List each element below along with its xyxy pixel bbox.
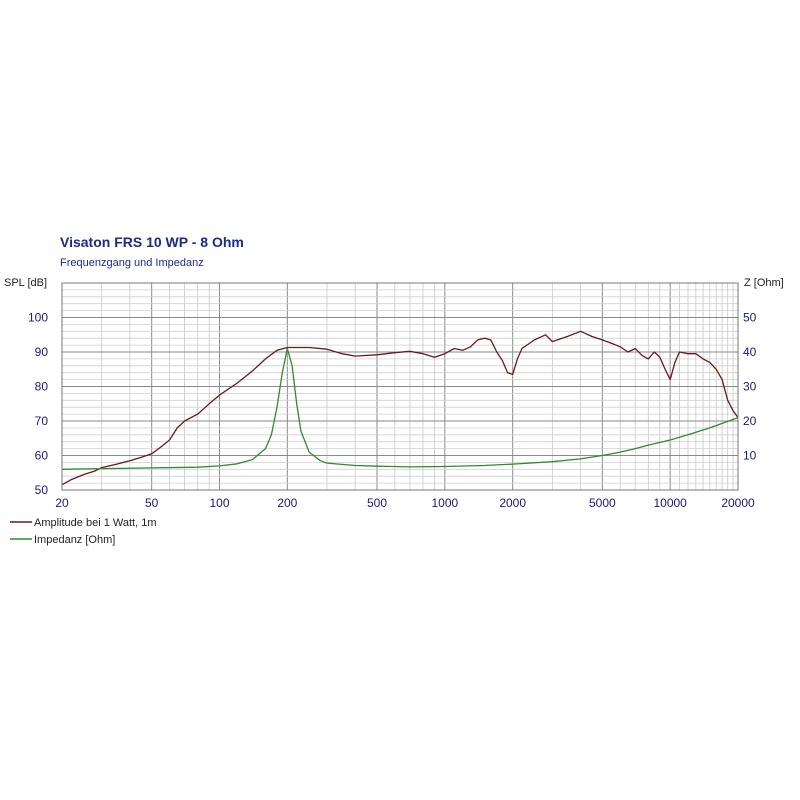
left-y-tick-label: 70 [35,414,49,428]
x-tick-label: 50 [145,496,159,510]
x-tick-label: 200 [277,496,297,510]
left-y-tick-label: 50 [35,483,49,497]
left-y-tick-label: 60 [35,449,49,463]
x-tick-label: 100 [209,496,229,510]
left-y-tick-label: 100 [28,311,48,325]
chart-title: Visaton FRS 10 WP - 8 Ohm [60,234,244,250]
right-axis-label: Z [Ohm] [744,277,784,289]
x-tick-label: 20 [55,496,69,510]
x-tick-label: 1000 [431,496,458,510]
left-y-tick-label: 90 [35,345,49,359]
x-tick-label: 2000 [499,496,526,510]
right-y-tick-label: 10 [743,449,757,463]
right-y-tick-label: 30 [743,380,757,394]
x-tick-label: 20000 [721,496,755,510]
legend-label: Amplitude bei 1 Watt, 1m [34,517,156,529]
x-tick-label: 10000 [653,496,687,510]
x-tick-label: 500 [367,496,387,510]
right-y-tick-label: 20 [743,414,757,428]
left-y-tick-label: 80 [35,380,49,394]
series-line-2 [61,347,739,470]
chart-subtitle: Frequenzgang und Impedanz [60,257,204,269]
series-lines [61,330,739,486]
plot-frame [61,282,739,491]
left-axis-label: SPL [dB] [4,277,47,289]
tick-labels: 20 50 100 200 500 1000 2000 5000 10000 20000 50 60 7… [28,311,757,511]
right-y-tick-label: 50 [743,311,757,325]
series-line-1 [61,330,739,486]
x-tick-label: 5000 [589,496,616,510]
right-y-tick-label: 40 [743,345,757,359]
grid [61,282,739,491]
legend: Amplitude bei 1 Watt, 1m Impedanz [Ohm] [10,517,156,546]
legend-label: Impedanz [Ohm] [34,534,115,546]
